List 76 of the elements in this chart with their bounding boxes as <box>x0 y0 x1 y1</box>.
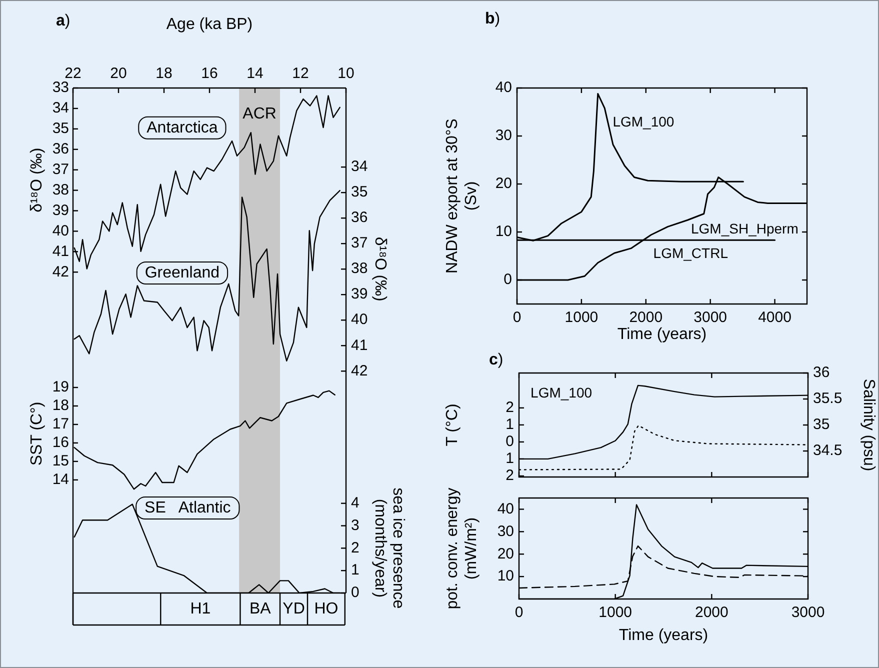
y-tick-label: 0 <box>504 271 512 288</box>
y-tick-label: 4 <box>351 494 360 512</box>
y-tick-label: 35 <box>52 120 69 138</box>
y-axis-title: T (°C) <box>444 404 462 446</box>
y-tick-label: 42 <box>52 263 69 280</box>
text: YD <box>282 600 305 618</box>
text: b) <box>485 10 500 28</box>
y-tick-label: 39 <box>52 202 69 219</box>
annotation: LGM_100 <box>530 384 592 401</box>
y-tick-label: 1 <box>351 562 360 579</box>
x-tick-label: 3000 <box>791 604 825 622</box>
y3-tick-label: 17 <box>52 416 69 433</box>
y-tick-label: 34 <box>52 100 69 117</box>
x-tick-label: 1000 <box>598 604 632 622</box>
y-tick-label: 20 <box>497 545 514 562</box>
y-tick-label: 1 <box>506 416 514 434</box>
y3-axis-title: SST (C°) <box>28 402 46 466</box>
x-axis-title: Age (ka BP) <box>166 16 253 34</box>
y-tick-label: 30 <box>495 127 512 144</box>
y2-tick-label: 35 <box>813 416 830 434</box>
y3-tick-label: 18 <box>52 397 69 414</box>
y-tick-label: 30 <box>497 522 514 540</box>
x-tick-label: 18 <box>156 65 172 82</box>
x-tick-label: 20 <box>110 65 127 82</box>
y2-tick-label: 34.5 <box>813 442 842 460</box>
y-tick-label: 10 <box>495 223 512 240</box>
y-tick-label: 37 <box>52 160 69 178</box>
y-tick-label: 10 <box>497 568 514 585</box>
series-label: LGM_CTRL <box>653 245 728 262</box>
y-tick-label: 40 <box>497 500 514 518</box>
y-tick-label: 2 <box>506 467 514 484</box>
y-axis-title: pot. conv. energy (mW/m²) <box>444 488 480 610</box>
y2-tick-label: 36 <box>813 364 830 382</box>
y-tick-label: 40 <box>52 222 69 240</box>
x-tick-label: 3000 <box>694 309 728 326</box>
series-label: SE Atlantic <box>144 499 231 516</box>
text: a) <box>56 12 70 30</box>
x-tick-label: 16 <box>201 65 218 82</box>
y2-axis-title: δ¹⁸O (‰) <box>372 236 389 302</box>
x-axis-title: Time (years) <box>617 326 707 343</box>
y2-axis-title: Salinity (psu) <box>860 378 877 472</box>
y-tick-label: 2 <box>351 539 360 556</box>
text: c) <box>489 351 504 368</box>
y-tick-label: 36 <box>52 140 69 158</box>
y2-tick-label: 35.5 <box>813 390 842 408</box>
y-tick-label: 40 <box>495 79 512 96</box>
y-axis-title: δ¹⁸O (‰) <box>28 148 46 212</box>
series-label: LGM_100 <box>612 113 674 130</box>
y3-tick-label: 19 <box>52 378 69 396</box>
y-tick-label: 20 <box>495 175 512 192</box>
x-tick-label: 4000 <box>758 309 792 326</box>
x-axis-title: Time (years) <box>618 626 708 644</box>
legend-label: LGM_SH_Hperm <box>691 220 798 236</box>
y3-tick-label: 15 <box>52 452 69 470</box>
y-tick-label: 0 <box>351 584 360 602</box>
y-axis-title: sea ice presence (months/year) <box>372 488 407 609</box>
series-label: Antarctica <box>146 119 218 136</box>
series-label: Greenland <box>144 264 220 282</box>
text: HO <box>314 600 338 618</box>
x-tick-label: 14 <box>246 65 264 82</box>
y-tick-label: 38 <box>52 181 69 198</box>
y3-tick-label: 14 <box>52 471 69 488</box>
x-tick-label: 12 <box>292 65 309 82</box>
y-tick-label: 41 <box>52 242 69 260</box>
x-tick-label: 2000 <box>694 604 728 622</box>
y-tick-label: 3 <box>351 516 360 534</box>
y-tick-label: 0 <box>506 433 514 450</box>
y-tick-label: 2 <box>506 399 514 416</box>
x-tick-label: 2000 <box>629 309 663 326</box>
text: BA <box>249 600 272 618</box>
text: H1 <box>190 600 211 618</box>
y-axis-title: NADW export at 30°S (Sv) <box>444 118 480 274</box>
y-tick-label: 1 <box>506 450 514 468</box>
band-label: ACR <box>242 105 276 122</box>
y3-tick-label: 16 <box>52 434 69 452</box>
x-tick-label: 1000 <box>564 309 598 326</box>
